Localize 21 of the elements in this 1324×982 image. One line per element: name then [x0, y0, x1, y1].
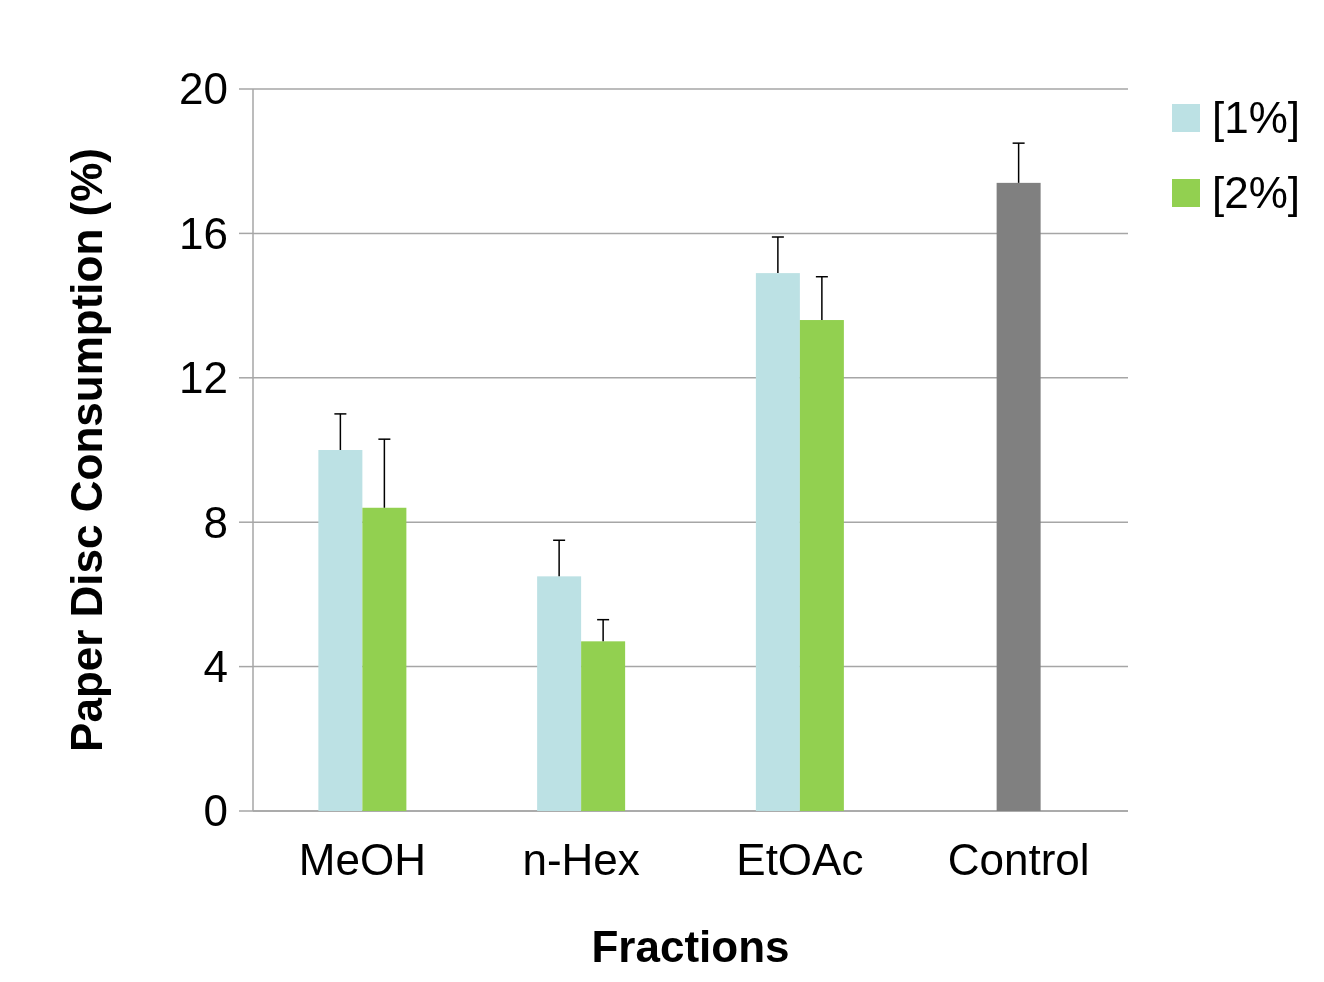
bar [318, 450, 363, 811]
y-tick-label: 20 [179, 64, 228, 114]
bar [537, 576, 582, 811]
bar [799, 320, 844, 811]
x-axis-title: Fractions [591, 922, 790, 971]
legend-label: [2%] [1212, 168, 1301, 218]
y-tick-label: 0 [203, 786, 228, 836]
x-tick-label: EtOAc [736, 835, 864, 884]
legend-label: [1%] [1212, 93, 1301, 143]
bar [581, 641, 626, 811]
y-tick-label: 16 [179, 208, 228, 258]
x-tick-label: MeOH [298, 835, 426, 884]
bar [362, 507, 407, 811]
y-tick-label: 4 [203, 642, 228, 691]
x-tick-label: Control [947, 835, 1090, 884]
y-tick-label: 8 [203, 497, 228, 547]
x-tick-label: n-Hex [522, 835, 640, 884]
y-tick-label: 12 [179, 353, 228, 403]
bar [996, 182, 1041, 811]
bar [755, 273, 800, 811]
y-axis-title: Paper Disc Consumption (%) [62, 148, 111, 752]
